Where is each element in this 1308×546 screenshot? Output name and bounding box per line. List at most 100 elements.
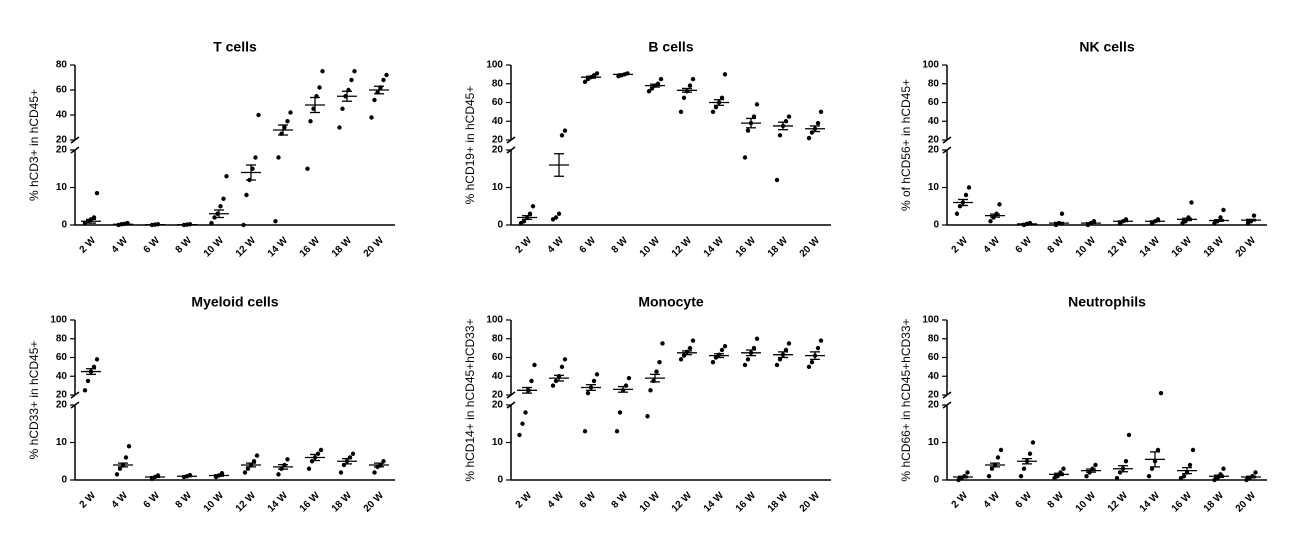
x-tick-label: 10 W [638,235,663,260]
data-point [530,204,536,209]
x-tick-label: 2 W [514,235,535,256]
data-point [91,215,97,220]
panel-title: Monocyte [638,294,704,310]
data-point [594,71,600,76]
x-tick-label: 2 W [78,490,99,511]
data-point [1218,215,1223,220]
data-point [114,472,120,477]
y-tick-label: 20 [928,390,940,401]
data-point [963,192,969,198]
data-point [742,362,748,368]
data-point [648,388,653,393]
x-tick-label: 8 W [1046,235,1067,256]
y-tick-label: 10 [928,182,940,193]
data-point [123,455,129,460]
data-point [751,114,757,119]
y-tick-label: 10 [56,437,68,448]
data-point [256,112,261,118]
data-point [1027,451,1033,456]
data-point [1253,470,1258,475]
y-tick-label: 20 [492,390,504,401]
data-point [1084,474,1089,479]
y-tick-label: 10 [928,437,940,448]
data-point [745,357,751,362]
y-axis-label: % hCD33+ in hCD45+ [27,341,41,460]
data-point [1189,200,1194,205]
data-point [774,362,780,368]
x-tick-label: 4 W [546,235,567,256]
x-tick-label: 6 W [1014,235,1035,256]
x-tick-label: 6 W [1014,490,1035,511]
data-point [582,79,588,85]
y-tick-label: 0 [933,475,939,486]
data-point [1030,440,1036,445]
data-point [532,362,537,368]
data-point [777,133,783,138]
data-point [1251,213,1257,218]
x-tick-label: 4 W [110,235,131,256]
data-point [82,388,88,393]
x-tick-label: 14 W [266,235,291,260]
y-tick-label: 10 [492,437,504,448]
data-point [529,378,534,384]
data-point [806,364,812,370]
y-tick-label: 20 [56,135,68,146]
data-point [1221,207,1226,213]
data-point [809,359,815,365]
x-tick-label: 18 W [766,490,791,515]
panel-title: B cells [648,39,693,55]
y-tick-label: 20 [56,145,68,156]
y-tick-label: 40 [928,371,940,382]
y-tick-label: 20 [56,390,68,401]
y-tick-label: 80 [56,60,68,71]
data-point [713,104,719,110]
data-point [997,202,1002,207]
y-tick-label: 10 [56,182,68,193]
data-point [754,336,760,341]
data-point [989,466,995,471]
data-point [751,345,757,351]
data-point [786,341,792,346]
data-point [660,341,665,346]
x-tick-label: 20 W [362,235,387,260]
data-point [988,219,993,224]
data-point [954,211,960,216]
data-point [318,447,324,453]
data-point [742,155,748,160]
y-tick-label: 40 [492,371,504,382]
data-point [783,347,789,353]
x-tick-label: 12 W [234,490,259,515]
x-tick-label: 4 W [982,235,1003,256]
data-point [372,470,377,475]
x-tick-label: 10 W [202,235,227,260]
data-point [221,196,226,201]
data-point [276,155,281,160]
data-point [251,459,257,464]
y-tick-label: 60 [56,352,68,363]
data-point [241,222,246,228]
y-axis-label: % of hCD56+ in hCD45+ [899,79,913,211]
data-point [553,215,559,220]
data-point [585,390,591,396]
data-point [687,83,693,88]
data-point [722,344,728,349]
data-point [254,453,260,458]
data-point [1061,466,1066,471]
data-point [815,345,821,351]
data-point [1221,466,1226,471]
data-point [1155,447,1161,453]
data-point [94,190,100,196]
y-tick-label: 100 [486,60,503,71]
x-tick-label: 10 W [638,490,663,515]
data-point [657,359,662,365]
y-tick-label: 80 [492,78,504,89]
x-tick-label: 4 W [982,490,1003,511]
x-tick-label: 20 W [1234,235,1259,260]
x-tick-label: 2 W [950,235,971,256]
data-point [818,338,824,343]
y-tick-label: 60 [56,85,68,96]
data-point [777,357,783,362]
y-tick-label: 100 [50,315,67,326]
data-point [774,177,780,183]
